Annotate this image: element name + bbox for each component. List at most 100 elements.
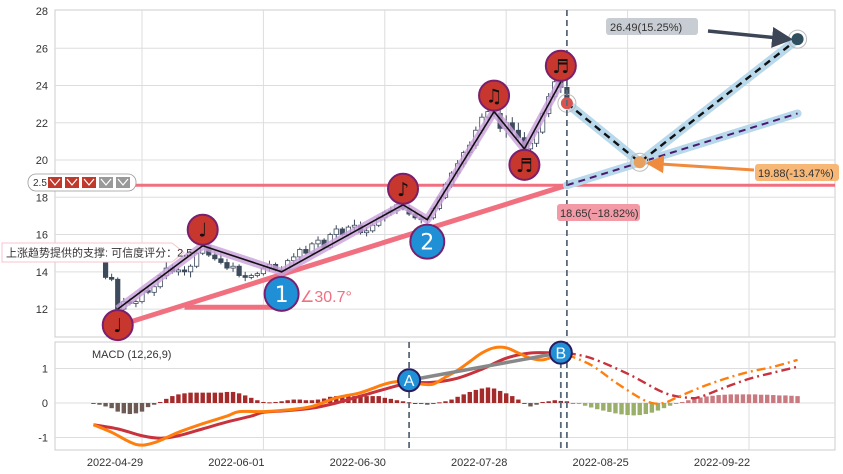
support-label: 上涨趋势提供的支撑: 可信度评分：2.5 bbox=[6, 246, 192, 260]
macd-histogram-bar bbox=[376, 396, 381, 403]
candle-up bbox=[254, 273, 260, 276]
macd-histogram-bar bbox=[479, 388, 485, 403]
macd-histogram-bar bbox=[431, 403, 436, 405]
candle-down bbox=[102, 260, 109, 278]
macd-histogram-bar bbox=[692, 398, 697, 403]
pivot-marker: ♩ bbox=[101, 309, 134, 342]
macd-histogram-bar bbox=[303, 400, 309, 403]
note-icon: ♩ bbox=[198, 220, 207, 242]
macd-panel: AB bbox=[91, 340, 800, 450]
macd-marker-a bbox=[397, 368, 422, 393]
angle-label: ∠30.7° bbox=[300, 289, 352, 306]
macd-histogram-bar bbox=[661, 403, 667, 409]
price-tick-label: 26 bbox=[36, 43, 48, 55]
support-circle bbox=[263, 275, 300, 312]
support-point-marker: 2 bbox=[409, 223, 446, 260]
macd-histogram-bar bbox=[212, 392, 218, 403]
rating-icon-filled bbox=[82, 177, 96, 188]
macd-histogram-bar bbox=[607, 403, 612, 412]
support-label-callout: 上涨趋势提供的支撑: 可信度评分：2.5 bbox=[1, 242, 192, 263]
macd-histogram-bar bbox=[771, 395, 776, 403]
pivot-circle bbox=[101, 309, 134, 342]
macd-histogram-bar bbox=[540, 401, 545, 403]
rating-icon-filled bbox=[48, 177, 62, 188]
note-icon: ♩ bbox=[113, 315, 122, 337]
macd-histogram-bar bbox=[206, 392, 211, 403]
macd-histogram-bar bbox=[115, 403, 120, 412]
projection-trend-line bbox=[566, 112, 798, 187]
macd-histogram-bar bbox=[158, 401, 163, 403]
macd-histogram-bar bbox=[352, 396, 357, 403]
target-up-label: 26.49(15.25%) bbox=[606, 18, 698, 35]
candle-up bbox=[333, 228, 339, 235]
macd-tick-label: 0 bbox=[42, 398, 48, 410]
price-tick-label: 16 bbox=[36, 230, 48, 242]
candle-up bbox=[297, 249, 303, 258]
macd-histogram-bar bbox=[558, 400, 564, 403]
price-tick-label: 28 bbox=[36, 6, 48, 18]
macd-histogram-bar bbox=[285, 400, 290, 403]
candle-down bbox=[212, 254, 218, 260]
macd-histogram-bar bbox=[680, 401, 685, 403]
macd-histogram-bar bbox=[121, 403, 126, 414]
macd-histogram-bar bbox=[698, 397, 703, 403]
macd-histogram-bar bbox=[103, 403, 108, 407]
price-plot-frame bbox=[54, 9, 836, 338]
macd-histogram-bar bbox=[704, 396, 709, 403]
macd-histogram-bar bbox=[394, 400, 400, 403]
pivot-circle bbox=[387, 172, 420, 205]
date-tick-label: 2022-06-01 bbox=[208, 457, 264, 469]
macd-dea-projection-line bbox=[566, 351, 798, 400]
rating-icons bbox=[48, 177, 130, 188]
macd-histogram-bar bbox=[449, 399, 454, 403]
macd-histogram-bar bbox=[765, 394, 770, 403]
macd-histogram-bar bbox=[619, 403, 624, 415]
candle-up bbox=[230, 265, 236, 269]
candle-down bbox=[109, 277, 115, 280]
price-tick-label: 18 bbox=[36, 192, 48, 204]
macd-histogram-bar bbox=[400, 401, 406, 403]
macd-histogram-bar bbox=[473, 389, 479, 403]
macd-histogram-bar bbox=[655, 403, 661, 411]
macd-histogram-bar bbox=[588, 403, 594, 408]
macd-histogram-bar bbox=[127, 403, 133, 415]
macd-marker-link bbox=[408, 350, 562, 382]
candle-down bbox=[236, 265, 242, 276]
macd-histogram-bar bbox=[601, 403, 606, 411]
price-panel: ♩ ♩ 1 ♪ 2 ♫ ♬ ♬ bbox=[55, 10, 835, 342]
macd-histogram-bar bbox=[716, 395, 721, 403]
macd-marker-label: B bbox=[555, 346, 566, 363]
note-icon: ♪ bbox=[397, 179, 409, 201]
macd-histogram-bar bbox=[504, 393, 509, 403]
pivot-circle bbox=[544, 49, 577, 82]
support-number: 1 bbox=[275, 283, 289, 308]
macd-histogram-bar bbox=[412, 403, 418, 404]
target-mid-text: 19.88(-13.47%) bbox=[758, 168, 834, 180]
macd-histogram-bar bbox=[364, 396, 369, 403]
pivot-marker: ♬ bbox=[544, 49, 577, 82]
macd-histogram-bar bbox=[752, 394, 758, 403]
candle-up bbox=[133, 301, 139, 304]
target-up-arrow bbox=[707, 26, 794, 48]
price-tick-label: 24 bbox=[36, 81, 48, 93]
macd-histogram-bar bbox=[218, 392, 224, 403]
macd-histogram-bar bbox=[419, 403, 424, 405]
macd-histogram-bar bbox=[686, 400, 691, 403]
macd-histogram-bar bbox=[230, 391, 236, 403]
pivot-circle bbox=[186, 213, 219, 246]
candle-down bbox=[224, 262, 230, 269]
macd-histogram-bar bbox=[200, 392, 205, 403]
macd-histogram-bar bbox=[673, 403, 679, 404]
macd-histogram-bar bbox=[249, 397, 254, 403]
macd-histogram-bar bbox=[170, 396, 175, 403]
macd-marker-b bbox=[548, 340, 573, 365]
macd-histogram-bar bbox=[613, 403, 618, 414]
macd-histogram-bar bbox=[461, 394, 466, 403]
macd-histogram-bar bbox=[443, 401, 448, 403]
macd-histogram-bar bbox=[534, 403, 539, 405]
macd-grid: -1 0 1 2022-04-29 2022-06-01 2022-06-30 2022-0… bbox=[38, 341, 836, 469]
rating-icon-glyph bbox=[49, 178, 61, 186]
macd-histogram-bar bbox=[546, 401, 551, 403]
